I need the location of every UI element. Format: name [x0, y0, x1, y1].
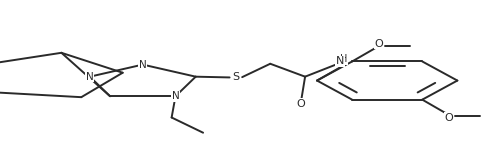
Text: N: N	[336, 57, 344, 66]
Text: O: O	[297, 99, 305, 109]
Text: H: H	[340, 54, 348, 64]
Text: O: O	[374, 39, 383, 48]
Text: N: N	[172, 91, 180, 101]
Text: S: S	[232, 73, 239, 82]
Text: O: O	[444, 113, 454, 123]
Text: N: N	[139, 60, 147, 70]
Text: N: N	[86, 72, 94, 82]
